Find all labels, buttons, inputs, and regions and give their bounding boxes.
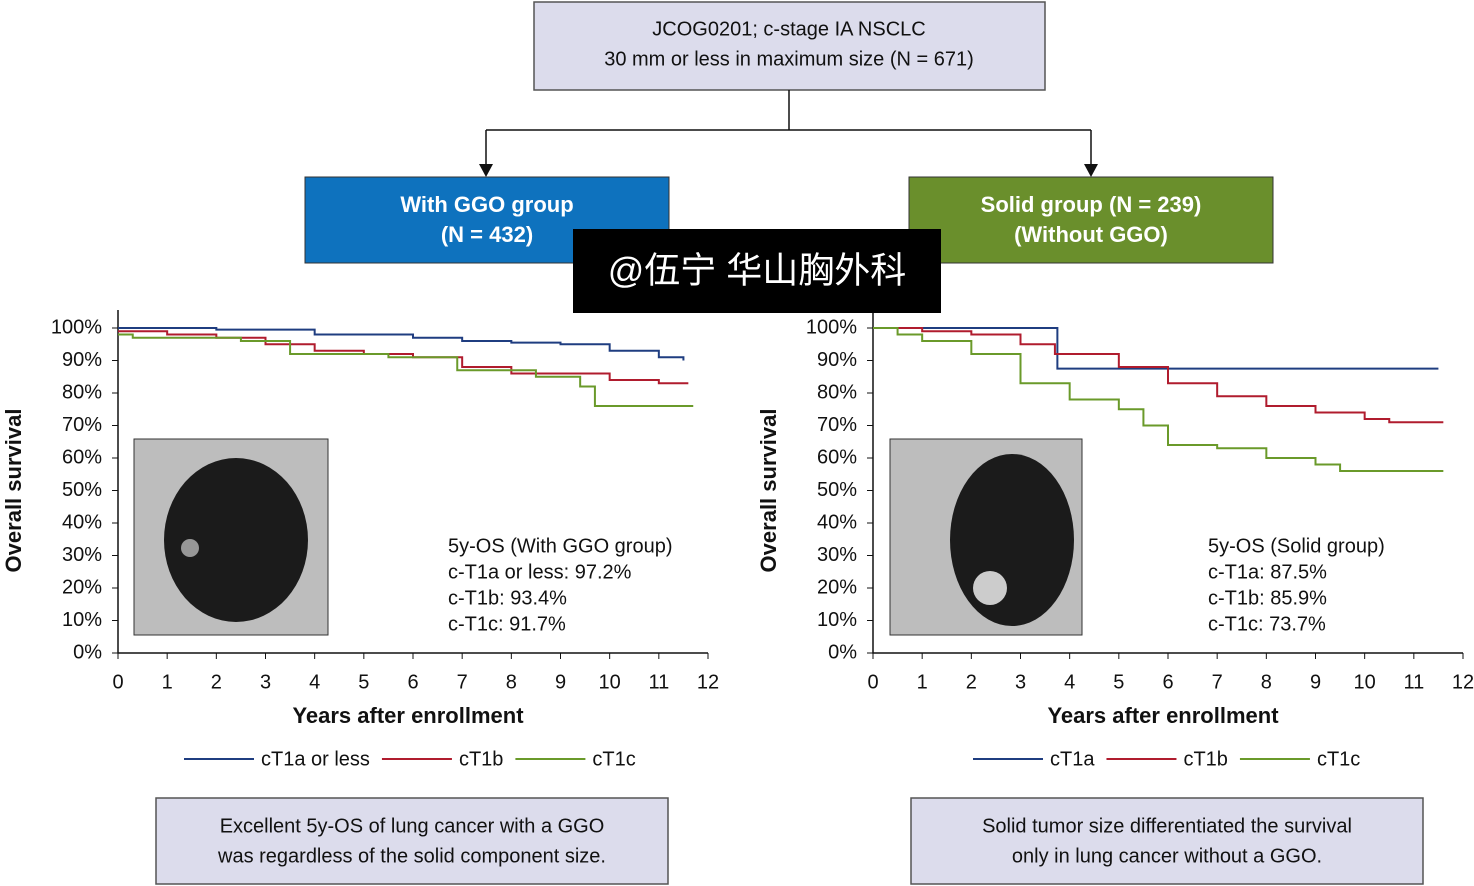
- y-tick-label: 10%: [62, 609, 102, 631]
- y-tick-label: 60%: [817, 446, 857, 468]
- x-tick-label: 11: [1403, 671, 1424, 693]
- y-tick-label: 30%: [62, 544, 102, 566]
- y-tick-label: 90%: [817, 349, 857, 371]
- x-tick-label: 12: [697, 671, 719, 693]
- y-tick-label: 100%: [806, 316, 857, 338]
- survival-line: [873, 327, 1444, 424]
- y-tick-label: 60%: [62, 446, 102, 468]
- y-tick-label: 20%: [817, 576, 857, 598]
- survival-line: [873, 327, 1439, 370]
- survival-line: [118, 333, 694, 407]
- ct-nodule: [973, 571, 1007, 605]
- y-tick-label: 10%: [817, 609, 857, 631]
- x-tick-label: 9: [555, 671, 566, 693]
- solid-box: [908, 176, 1274, 264]
- annotation: c-T1c: 91.7%: [448, 613, 566, 635]
- legend-label: cT1b: [459, 748, 503, 770]
- ct-nodule: [181, 539, 199, 557]
- x-axis-label: Years after enrollment: [292, 703, 524, 728]
- ggo-text: With GGO group: [400, 192, 573, 217]
- ct-images: [133, 438, 1083, 636]
- solid-text: (Without GGO): [1014, 222, 1168, 247]
- solid-text: Solid group (N = 239): [981, 192, 1202, 217]
- legend-label: cT1c: [592, 748, 635, 770]
- x-tick-label: 6: [1162, 671, 1173, 693]
- y-axis-label: Overall survival: [756, 409, 781, 573]
- annotation: 5y-OS (Solid group): [1208, 535, 1385, 557]
- x-tick-label: 9: [1310, 671, 1321, 693]
- x-axis-label: Years after enrollment: [1047, 703, 1279, 728]
- y-tick-label: 0%: [828, 641, 857, 663]
- note-box: [910, 797, 1424, 885]
- survival-line: [118, 327, 685, 361]
- top-box: [533, 1, 1046, 91]
- y-tick-label: 30%: [817, 544, 857, 566]
- x-tick-label: 4: [1064, 671, 1075, 693]
- x-tick-label: 8: [1261, 671, 1272, 693]
- note-box: [155, 797, 669, 885]
- x-tick-label: 6: [407, 671, 418, 693]
- annotation: 5y-OS (With GGO group): [448, 535, 673, 557]
- x-tick-label: 1: [917, 671, 928, 693]
- legend-label: cT1b: [1183, 748, 1227, 770]
- x-tick-label: 4: [309, 671, 320, 693]
- x-tick-label: 10: [1354, 671, 1376, 693]
- y-tick-label: 80%: [62, 381, 102, 403]
- y-tick-label: 20%: [62, 576, 102, 598]
- y-tick-label: 40%: [817, 511, 857, 533]
- x-tick-label: 5: [1113, 671, 1124, 693]
- survival-line: [873, 327, 1444, 472]
- x-tick-label: 8: [506, 671, 517, 693]
- note-text: only in lung cancer without a GGO.: [1012, 845, 1322, 867]
- x-tick-label: 11: [648, 671, 669, 693]
- note-text: Excellent 5y-OS of lung cancer with a GG…: [220, 815, 605, 837]
- connector: [485, 90, 1092, 170]
- x-tick-label: 0: [112, 671, 123, 693]
- x-tick-label: 7: [1212, 671, 1223, 693]
- note-text: was regardless of the solid component si…: [217, 845, 606, 867]
- legend-label: cT1a: [1050, 748, 1095, 770]
- y-tick-label: 50%: [817, 479, 857, 501]
- survival-line: [118, 330, 689, 385]
- legend-label: cT1a or less: [261, 748, 370, 770]
- annotation: c-T1b: 93.4%: [448, 587, 567, 609]
- note-text: Solid tumor size differentiated the surv…: [982, 815, 1352, 837]
- x-tick-label: 2: [211, 671, 222, 693]
- y-tick-label: 50%: [62, 479, 102, 501]
- arrowhead: [479, 164, 1098, 177]
- ct-lung: [164, 458, 308, 622]
- annotation: c-T1a: 87.5%: [1208, 561, 1327, 583]
- flow: JCOG0201; c-stage IA NSCLC 30 mm or less…: [155, 1, 1424, 885]
- y-tick-label: 90%: [62, 349, 102, 371]
- x-tick-label: 2: [966, 671, 977, 693]
- annotation: c-T1a or less: 97.2%: [448, 561, 632, 583]
- y-tick-label: 70%: [62, 414, 102, 436]
- ggo-text: (N = 432): [441, 222, 533, 247]
- x-tick-label: 0: [867, 671, 878, 693]
- y-tick-label: 70%: [817, 414, 857, 436]
- watermark: @伍宁 华山胸外科: [608, 250, 907, 291]
- y-tick-label: 0%: [73, 641, 102, 663]
- y-tick-label: 40%: [62, 511, 102, 533]
- top-text: 30 mm or less in maximum size (N = 671): [604, 48, 974, 70]
- annotation: c-T1c: 73.7%: [1208, 613, 1326, 635]
- ct-lung: [950, 454, 1074, 626]
- x-tick-label: 3: [1015, 671, 1026, 693]
- charts: 0%10%20%30%40%50%60%70%80%90%100%0 1 2 3 4 5 6…: [1, 310, 1474, 770]
- x-tick-label: 3: [260, 671, 271, 693]
- x-tick-label: 7: [457, 671, 468, 693]
- y-axis-label: Overall survival: [1, 409, 26, 573]
- top-text: JCOG0201; c-stage IA NSCLC: [652, 18, 925, 40]
- y-tick-label: 100%: [51, 316, 102, 338]
- annotation: c-T1b: 85.9%: [1208, 587, 1327, 609]
- x-tick-label: 5: [358, 671, 369, 693]
- x-tick-label: 10: [599, 671, 621, 693]
- x-tick-label: 12: [1452, 671, 1474, 693]
- watermark-box: [573, 229, 941, 313]
- x-tick-label: 1: [162, 671, 173, 693]
- legend-label: cT1c: [1317, 748, 1360, 770]
- y-tick-label: 80%: [817, 381, 857, 403]
